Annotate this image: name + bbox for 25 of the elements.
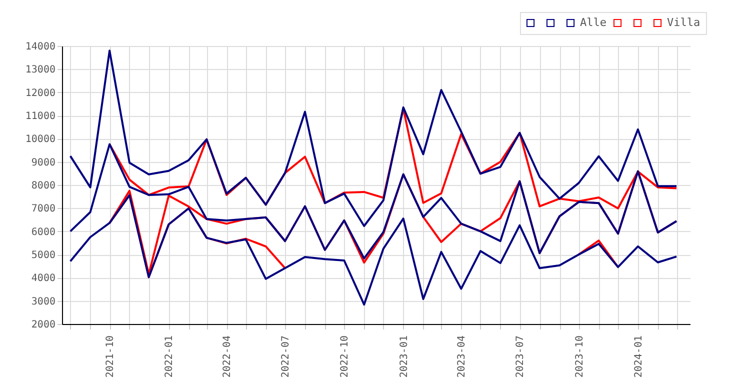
y-tick-label: 3000 xyxy=(31,296,56,308)
y-tick-label: 4000 xyxy=(31,273,56,284)
legend-label: Villa xyxy=(667,16,700,29)
x-tick-label: 2023-04 xyxy=(456,336,468,378)
x-tick-label: 2024-01 xyxy=(633,336,644,378)
x-tick-label: 2022-04 xyxy=(222,336,234,378)
y-tick-label: 12000 xyxy=(25,88,56,99)
y-tick-label: 11000 xyxy=(25,111,56,122)
y-tick-label: 9000 xyxy=(31,157,56,168)
y-tick-label: 6000 xyxy=(31,226,56,238)
y-tick-label: 10000 xyxy=(25,134,56,146)
x-tick-label: 2022-10 xyxy=(340,336,351,378)
x-tick-label: 2023-07 xyxy=(515,336,526,378)
y-tick-label: 7000 xyxy=(31,204,56,215)
y-tick-label: 8000 xyxy=(31,180,56,192)
x-tick-label: 2023-01 xyxy=(398,336,410,378)
y-tick-label: 2000 xyxy=(31,320,56,330)
x-tick-label: 2021-10 xyxy=(105,336,116,378)
x-tick-label: 2023-10 xyxy=(574,336,586,378)
x-tick-label: 2022-07 xyxy=(280,336,292,378)
x-tick-label: 2022-01 xyxy=(164,336,176,378)
y-tick-label: 5000 xyxy=(31,250,56,261)
legend-label: Alle xyxy=(580,16,606,29)
y-tick-label: 13000 xyxy=(25,64,56,76)
y-tick-label: 14000 xyxy=(25,42,56,52)
